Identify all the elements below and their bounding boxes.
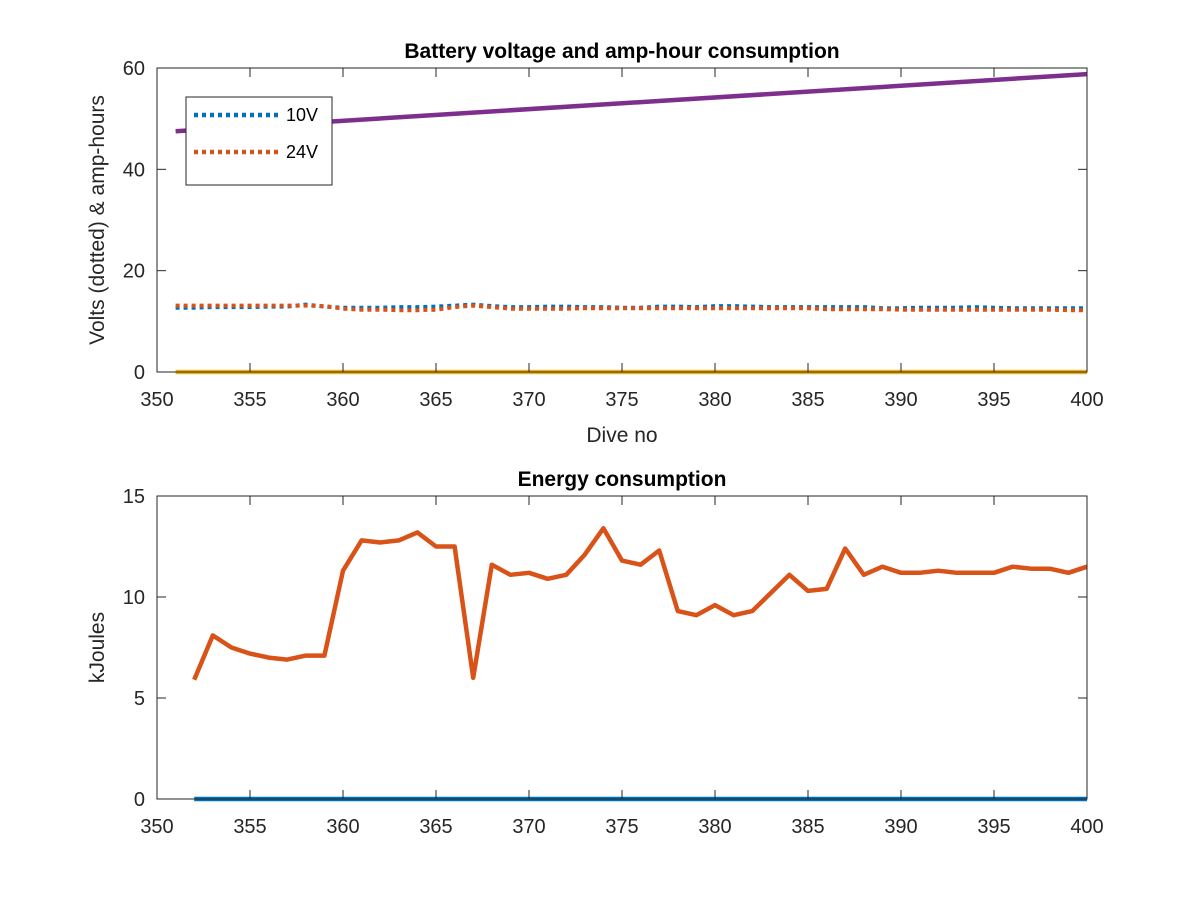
x-tick-label: 375: [605, 389, 638, 411]
y-tick-label: 15: [123, 486, 145, 508]
x-tick-label: 375: [605, 816, 638, 838]
y-tick-label: 5: [134, 688, 145, 710]
x-tick-label: 360: [326, 389, 359, 411]
x-tick-label: 400: [1070, 389, 1103, 411]
y-axis-label: kJoules: [86, 612, 109, 683]
series-line-1: [192, 526, 1088, 681]
y-axis-label: Volts (dotted) & amp-hours: [86, 95, 109, 345]
x-tick-label: 350: [140, 389, 173, 411]
x-tick-label: 355: [233, 389, 266, 411]
y-tick-label: 0: [134, 362, 145, 384]
axes-frame: [156, 495, 1088, 800]
chart-title: Energy consumption: [518, 468, 727, 491]
legend-label: 10V: [286, 105, 318, 125]
x-tick-label: 380: [698, 389, 731, 411]
x-axis-label: Dive no: [586, 424, 657, 447]
chart-2: 350 355 360 365 370 375 380 385 390 395 400 0 5 10 15 E…: [86, 468, 1104, 838]
x-tick-label: 390: [884, 389, 917, 411]
x-tick-label: 365: [419, 389, 452, 411]
legend-label: 24V: [286, 142, 318, 162]
x-tick-label: 385: [791, 389, 824, 411]
x-tick-label: 370: [512, 816, 545, 838]
legend-box: [185, 96, 333, 186]
series-group: [192, 526, 1088, 802]
y-tick-label: 10: [123, 587, 145, 609]
x-tick-label: 360: [326, 816, 359, 838]
x-tick-label: 390: [884, 816, 917, 838]
x-tick-label: 395: [977, 389, 1010, 411]
chart-title: Battery voltage and amp-hour consumption: [404, 40, 839, 63]
x-tick-label: 350: [140, 816, 173, 838]
y-tick-label: 20: [123, 261, 145, 283]
x-tick-label: 365: [419, 816, 452, 838]
y-tick-label: 40: [123, 159, 145, 181]
y-tick-label: 0: [134, 789, 145, 811]
x-tick-label: 400: [1070, 816, 1103, 838]
x-tick-label: 355: [233, 816, 266, 838]
chart-1: 350 355 360 365 370 375 380 385 390 395 400 0 20 40 60…: [86, 40, 1104, 447]
y-tick-label: 60: [123, 58, 145, 80]
series-line-24v: [175, 303, 1087, 313]
x-tick-label: 385: [791, 816, 824, 838]
x-tick-label: 380: [698, 816, 731, 838]
legend: 10V 24V: [185, 96, 333, 186]
x-tick-label: 395: [977, 816, 1010, 838]
x-tick-label: 370: [512, 389, 545, 411]
